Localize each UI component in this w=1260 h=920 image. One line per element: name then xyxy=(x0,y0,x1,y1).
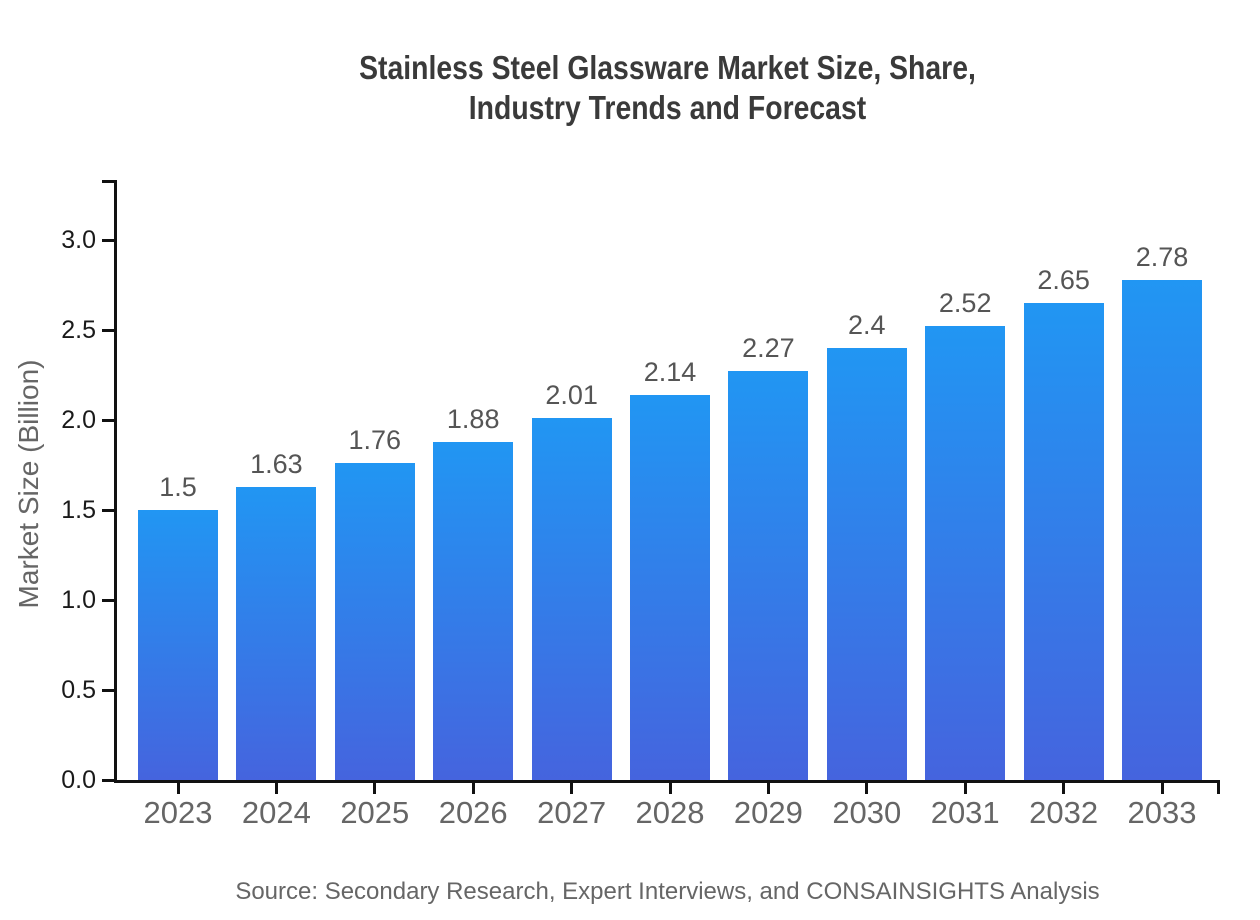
bar-2029 xyxy=(728,371,809,780)
x-tick-2024 xyxy=(274,783,278,794)
bar-value-label-2030: 2.4 xyxy=(848,310,886,340)
x-tick-label-2027: 2027 xyxy=(537,795,607,830)
y-tick-label-3.0: 3.0 xyxy=(61,225,96,254)
chart-title-line-2: Industry Trends and Forecast xyxy=(468,89,867,126)
bar-2027 xyxy=(531,418,612,780)
y-tick-3.0 xyxy=(102,238,114,242)
x-tick-2025 xyxy=(373,783,377,794)
y-tick-2.5 xyxy=(102,328,114,332)
x-tick-label-2028: 2028 xyxy=(635,795,705,830)
chart-title-line-1: Stainless Steel Glassware Market Size, S… xyxy=(359,49,976,86)
bar-2033 xyxy=(1122,279,1202,780)
y-axis-end-cap xyxy=(102,180,114,183)
x-tick-2032 xyxy=(1062,783,1066,794)
x-tick-label-2033: 2033 xyxy=(1127,795,1197,830)
x-tick-2023 xyxy=(176,783,180,794)
x-tick-label-2031: 2031 xyxy=(930,795,1000,830)
x-tick-label-2030: 2030 xyxy=(832,795,902,830)
x-tick-label-2029: 2029 xyxy=(733,795,803,830)
chart-title: Stainless Steel Glassware Market Size, S… xyxy=(192,48,1142,128)
bar-value-label-2026: 1.88 xyxy=(446,403,500,434)
x-tick-label-2025: 2025 xyxy=(340,795,410,830)
source-note: Source: Secondary Research, Expert Inter… xyxy=(235,878,1100,905)
bar-2028 xyxy=(630,394,710,780)
x-tick-2029 xyxy=(766,783,770,794)
bar-value-label-2029: 2.27 xyxy=(742,333,795,364)
y-tick-label-1.5: 1.5 xyxy=(61,495,96,524)
x-axis-line xyxy=(114,780,1220,783)
bar-2031 xyxy=(925,326,1006,780)
x-tick-label-2024: 2024 xyxy=(241,795,311,830)
x-tick-2030 xyxy=(865,783,869,794)
y-tick-1.5 xyxy=(102,508,114,512)
x-axis-end-cap xyxy=(1217,783,1220,794)
bar-2030 xyxy=(826,348,907,780)
bar-value-label-2033: 2.78 xyxy=(1135,241,1189,272)
x-tick-2033 xyxy=(1160,783,1164,794)
y-tick-label-2.0: 2.0 xyxy=(61,405,96,434)
y-tick-2.0 xyxy=(102,418,114,422)
x-tick-2031 xyxy=(963,783,967,794)
x-tick-2026 xyxy=(471,783,475,794)
x-tick-label-2023: 2023 xyxy=(143,795,213,830)
y-tick-label-1.0: 1.0 xyxy=(61,585,96,614)
y-axis-line xyxy=(114,180,117,783)
bar-value-label-2032: 2.65 xyxy=(1037,265,1090,295)
x-tick-label-2026: 2026 xyxy=(438,795,508,830)
bar-value-label-2028: 2.14 xyxy=(643,356,697,387)
bar-value-label-2031: 2.52 xyxy=(938,288,992,319)
bar-value-label-2027: 2.01 xyxy=(545,380,598,411)
bar-value-label-2023: 1.5 xyxy=(159,472,197,502)
y-tick-0.0 xyxy=(102,778,114,782)
x-tick-2028 xyxy=(668,783,672,794)
y-tick-0.5 xyxy=(102,688,114,692)
y-tick-label-0.5: 0.5 xyxy=(61,675,96,704)
x-tick-label-2032: 2032 xyxy=(1029,795,1099,830)
bar-value-label-2024: 1.63 xyxy=(250,448,303,479)
bar-value-label-2025: 1.76 xyxy=(348,425,402,456)
y-tick-label-2.5: 2.5 xyxy=(61,315,96,344)
bar-2026 xyxy=(433,441,514,780)
bar-2023 xyxy=(138,510,218,780)
bar-2024 xyxy=(236,486,317,780)
y-tick-label-0.0: 0.0 xyxy=(61,765,96,794)
bar-2032 xyxy=(1023,303,1104,780)
bar-2025 xyxy=(334,463,415,780)
x-tick-2027 xyxy=(570,783,574,794)
y-tick-1.0 xyxy=(102,598,114,602)
